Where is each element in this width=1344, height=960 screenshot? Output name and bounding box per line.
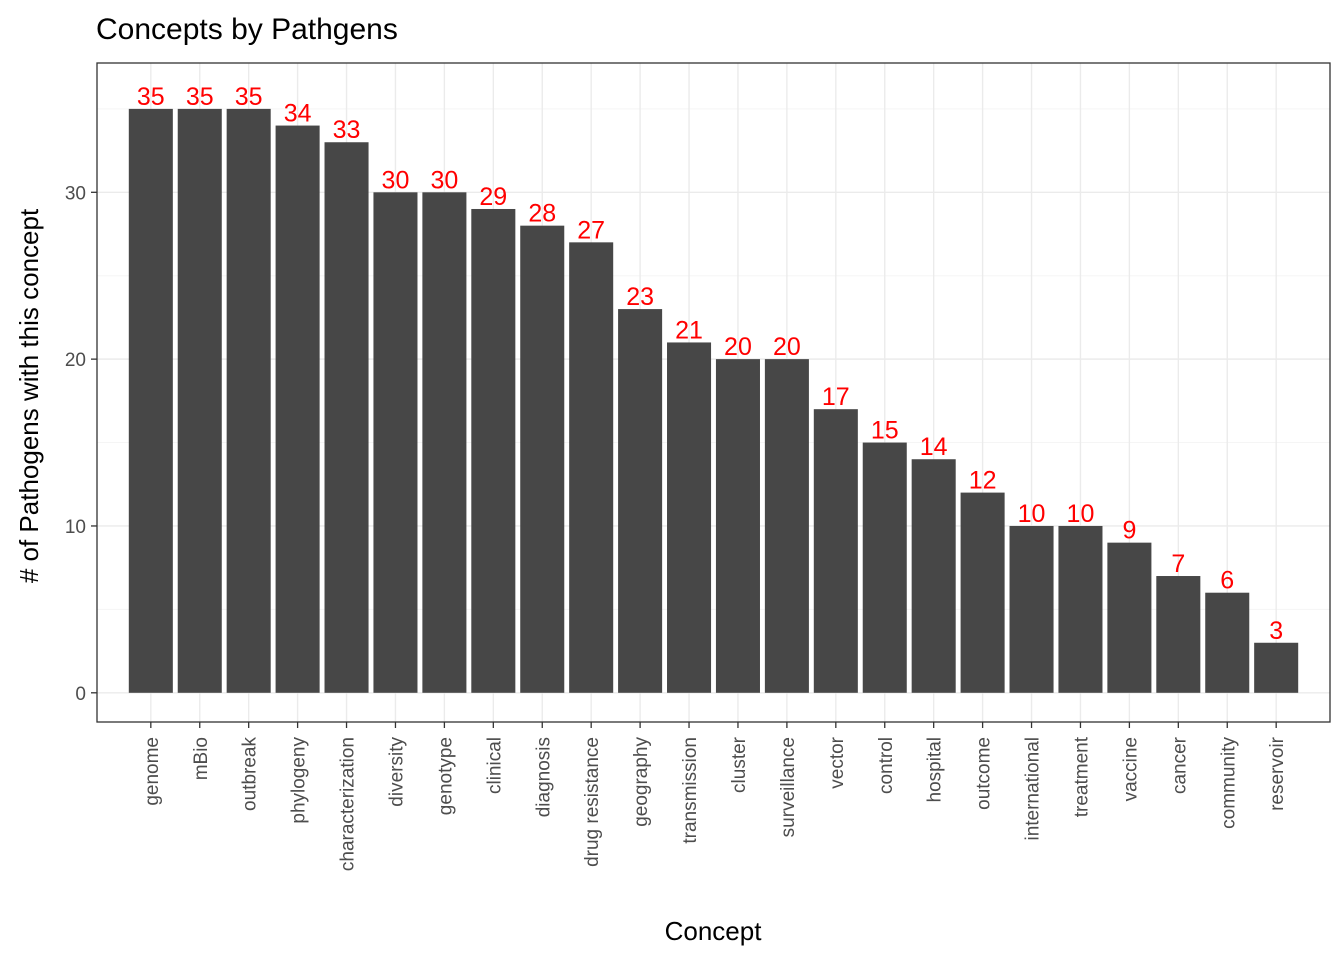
x-tick-label: vaccine [1120,737,1141,801]
bar-mBio [177,108,222,693]
x-tick-label: characterization [338,737,359,871]
x-tick-label: drug resistance [582,737,603,867]
y-tick-label: 10 [65,517,86,538]
bar-outcome [960,492,1005,693]
value-label: 20 [773,333,801,361]
value-label: 35 [137,83,165,111]
bar-international [1009,525,1054,693]
bar-cluster [715,359,760,693]
x-tick-label: geography [631,737,652,827]
x-tick-label: clinical [484,737,505,794]
value-label: 9 [1122,517,1136,545]
value-label: 12 [969,467,997,495]
bars [128,108,1299,693]
value-labels: 35 35 35 34 33 30 30 29 28 27 23 21 20 20 17 15 14 12 10 10… [137,83,1283,645]
value-label: 33 [333,116,361,144]
bar-phylogeny [275,125,320,693]
value-label: 23 [626,283,654,311]
value-label: 14 [920,433,948,461]
chart-title: Concepts by Pathgens [96,13,398,46]
value-label: 15 [871,417,899,445]
bar-community [1205,592,1250,693]
value-label: 28 [528,200,556,228]
value-label: 20 [724,333,752,361]
value-label: 27 [577,216,605,244]
x-tick-label: phylogeny [289,737,310,824]
x-tick-label: reservoir [1267,736,1288,811]
bar-genotype [422,192,467,693]
y-axis-title: # of Pathogens with this concept [14,208,44,583]
y-tick-label: 20 [65,350,86,371]
value-label: 7 [1171,550,1185,578]
y-tick-label: 0 [75,684,86,705]
bar-reservoir [1254,642,1299,693]
x-tick-label: genome [142,737,163,806]
y-tick-label: 30 [65,183,86,204]
value-label: 30 [430,166,458,194]
value-label: 21 [675,316,703,344]
x-tick-label: hospital [925,737,946,803]
bar-geography [618,309,663,693]
bar-transmission [667,342,712,693]
x-tick-label: transmission [680,737,701,844]
bar-diversity [373,192,418,693]
x-tick-label: vector [827,736,848,788]
x-tick-label: outcome [974,737,995,810]
value-label: 6 [1220,567,1234,595]
value-label: 17 [822,383,850,411]
x-tick-label: mBio [191,737,212,780]
panel-border [96,62,1331,723]
value-label: 35 [186,83,214,111]
value-label: 10 [1018,500,1046,528]
bar-control [862,442,907,693]
bar-surveillance [764,359,809,693]
bar-diagnosis [520,225,565,693]
value-label: 10 [1067,500,1095,528]
x-tick-label: cancer [1169,736,1190,794]
x-tick-label: diversity [386,737,407,807]
bar-genome [128,108,173,693]
x-tick-label: community [1218,737,1239,829]
value-label: 3 [1269,617,1283,645]
bar-clinical [471,208,516,693]
x-tick-label: surveillance [778,737,799,837]
value-label: 29 [479,183,507,211]
bar-hospital [911,459,956,693]
bar-treatment [1058,525,1103,693]
x-axis: genome mBio outbreak phylogeny characterizat… [142,722,1288,871]
bar-outbreak [226,108,271,693]
x-tick-label: genotype [435,737,456,815]
value-label: 30 [382,166,410,194]
bar-vaccine [1107,542,1152,693]
x-tick-label: international [1023,737,1044,841]
value-label: 34 [284,100,312,128]
bar-cancer [1156,576,1201,693]
x-tick-label: treatment [1071,736,1092,817]
x-tick-label: diagnosis [533,737,554,817]
y-axis: 0 10 20 30 [65,183,97,705]
x-tick-label: outbreak [240,737,261,811]
x-tick-label: control [876,737,897,794]
x-axis-title: Concept [665,916,763,946]
value-label: 35 [235,83,263,111]
bar-characterization [324,142,369,693]
bar-drug-resistance [569,242,614,693]
x-tick-label: cluster [729,736,750,793]
bar-vector [813,409,858,693]
